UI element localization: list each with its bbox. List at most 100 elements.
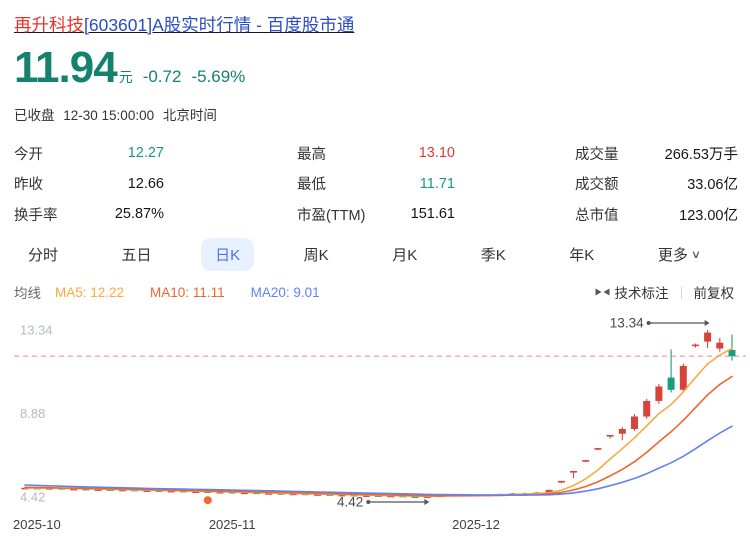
candle-body <box>582 460 590 462</box>
stat-value: 33.06亿 <box>687 177 738 194</box>
ma-ma10-value: MA10: 11.11 <box>150 284 225 300</box>
candle-body <box>119 489 126 492</box>
chevron-down-icon: ∨ <box>690 249 702 261</box>
stats-column-3: 成交量 266.53万手成交额 33.06亿总市值 123.00亿 <box>575 138 738 230</box>
candle-body <box>545 489 553 493</box>
tools-divider <box>680 285 682 299</box>
stat-prev-close: 昨收 12.66 <box>14 169 164 200</box>
tab-label: 周K <box>303 247 329 264</box>
forward-adjust-button[interactable]: 前复权 <box>694 282 735 302</box>
ma-line-ma5 <box>24 347 733 498</box>
annotation-label: 4.42 <box>337 495 363 510</box>
x-axis-label: 2025-12 <box>452 517 500 532</box>
tab-label: 月K <box>392 247 418 264</box>
tab-monthly-k[interactable]: 月K <box>378 238 431 271</box>
stat-market-cap: 总市值 123.00亿 <box>575 199 738 230</box>
annotation-pen-icon <box>595 288 609 296</box>
ma-line-ma20 <box>24 425 733 496</box>
stat-label: 换手率 <box>14 207 58 224</box>
candle-body <box>411 496 419 498</box>
chart-tools: 技术标注 前复权 <box>595 282 735 302</box>
candle-body <box>643 401 651 417</box>
annotation-arrow <box>704 320 710 326</box>
stat-value: 11.71 <box>419 175 455 192</box>
price-change: -0.72 <box>142 67 182 86</box>
candle-body <box>387 495 395 498</box>
annotation-label: 13.34 <box>610 316 644 331</box>
tab-weekly-k[interactable]: 周K <box>290 238 343 271</box>
candle-body <box>631 416 638 429</box>
stat-pe-ttm: 市盈(TTM) 151.61 <box>297 199 455 230</box>
ma-line-ma10 <box>24 375 733 497</box>
tab-minute[interactable]: 分时 <box>14 238 72 271</box>
candle-body <box>94 489 102 491</box>
tab-more[interactable]: 更多 ∨ <box>644 238 714 271</box>
ma-ma5-value: MA5: 12.22 <box>55 284 125 300</box>
stat-label: 成交量 <box>575 146 619 163</box>
stat-open: 今开 12.27 <box>14 138 164 169</box>
quote-time: 12-30 15:00:00 <box>63 108 155 123</box>
market-status-line: 已收盘 12-30 15:00:00 北京时间 <box>14 104 222 124</box>
stat-label: 成交额 <box>575 177 619 194</box>
y-axis-label: 4.42 <box>20 490 45 505</box>
candle-body <box>70 488 78 491</box>
stat-amount: 成交额 33.06亿 <box>575 169 738 200</box>
candle-body <box>679 365 687 390</box>
candle-body <box>82 488 90 491</box>
candle-body <box>167 490 175 493</box>
annotation-arrow <box>424 499 430 505</box>
candle-body <box>728 350 736 357</box>
ma-row: 均线 MA5: 12.22 MA10: 11.11 MA20: 9.01 技术标注 … <box>14 282 734 302</box>
candle-body <box>606 435 614 437</box>
candle-body <box>570 471 577 473</box>
candle-body <box>557 480 565 483</box>
tab-yearly-k[interactable]: 年K <box>555 238 608 271</box>
x-axis-label: 2025-10 <box>13 517 61 532</box>
candle-body <box>289 493 297 496</box>
candle-body <box>667 377 675 390</box>
chart-area: 13.34 8.88 4.42 2025-10 2025-11 2025-12 13.34 4… <box>0 305 750 547</box>
stock-title-link[interactable]: 再升科技[603601]A股实时行情 - 百度股市通 <box>14 12 354 37</box>
forward-adjust-label: 前复权 <box>693 286 735 301</box>
candle-body <box>691 344 699 347</box>
tab-label: 五日 <box>121 247 152 264</box>
candle-body <box>192 491 200 493</box>
price-change-percent: -5.69% <box>191 67 246 86</box>
stat-value: 266.53万手 <box>664 146 738 163</box>
candle-body <box>594 448 602 450</box>
stat-volume: 成交量 266.53万手 <box>575 138 738 169</box>
stats-column-2: 最高 13.10 最低 11.71 市盈(TTM) 151.61 <box>297 138 455 230</box>
period-tabs: 分时 五日 日K 周K 月K 季K 年K 更多 ∨ <box>14 238 714 271</box>
stat-value: 25.87% <box>114 206 164 223</box>
tab-5day[interactable]: 五日 <box>108 238 166 271</box>
candle-body <box>618 429 626 434</box>
tech-annotation-label: 技术标注 <box>614 286 669 301</box>
current-price: 11.94 <box>14 43 118 92</box>
stock-title-rest: [603601]A股实时行情 - 百度股市通 <box>84 15 355 35</box>
candle-body <box>655 386 663 401</box>
ma-title: 均线 <box>14 286 41 301</box>
candle-body <box>338 494 346 497</box>
timezone: 北京时间 <box>162 108 217 123</box>
ma-legend: MA5: 12.22 MA10: 11.11 MA20: 9.01 <box>55 285 346 300</box>
tab-daily-k[interactable]: 日K <box>201 238 255 271</box>
stat-turnover-rate: 换手率 25.87% <box>14 199 164 230</box>
kline-chart[interactable]: 13.34 8.88 4.42 2025-10 2025-11 2025-12 13.34 4… <box>0 305 750 547</box>
stat-label: 总市值 <box>575 207 619 224</box>
tech-annotation-button[interactable]: 技术标注 <box>595 282 669 302</box>
tab-label: 分时 <box>28 247 59 264</box>
stat-label: 最高 <box>297 146 326 163</box>
candle-body <box>143 490 151 492</box>
stock-name: 再升科技 <box>14 15 84 35</box>
stat-value: 12.27 <box>127 145 164 162</box>
candle-body <box>216 491 224 494</box>
tab-label: 日K <box>215 247 241 264</box>
stat-high: 最高 13.10 <box>297 138 455 169</box>
price-row: 11.94 元 -0.72 -5.69% <box>14 46 245 90</box>
stat-value: 13.10 <box>418 145 455 162</box>
tab-quarterly-k[interactable]: 季K <box>467 238 520 271</box>
candle-body <box>362 495 370 497</box>
stat-value: 12.66 <box>127 175 164 192</box>
event-marker-dot[interactable] <box>203 496 212 505</box>
tab-label: 季K <box>480 247 506 264</box>
